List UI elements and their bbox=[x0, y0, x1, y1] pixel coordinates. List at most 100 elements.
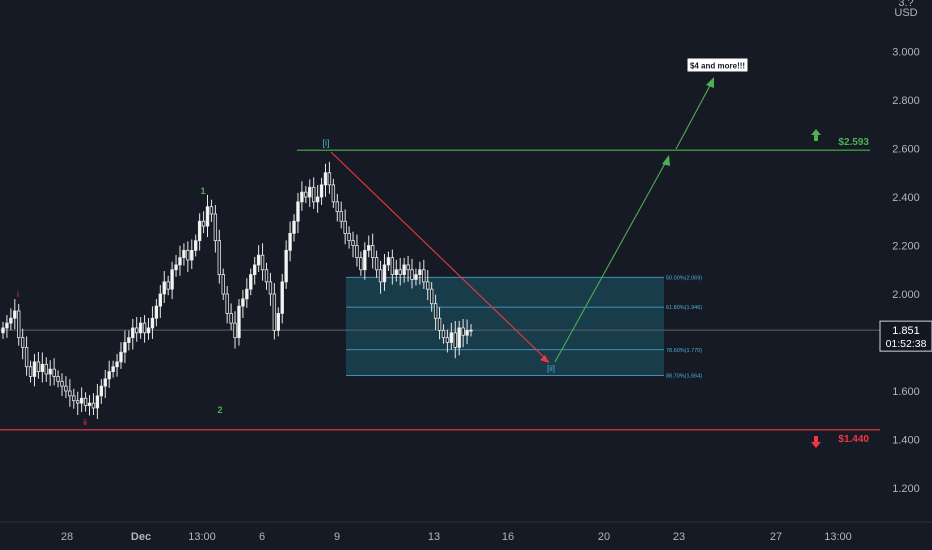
candle-body bbox=[186, 249, 190, 261]
candle-body bbox=[347, 232, 351, 242]
candle-body bbox=[288, 232, 292, 251]
time-tick-label: 27 bbox=[770, 531, 782, 543]
candle-body bbox=[111, 366, 115, 372]
candle-body bbox=[107, 371, 111, 380]
countdown-timer: 01:52:38 bbox=[886, 338, 927, 350]
candle-body bbox=[209, 206, 214, 215]
candle-body bbox=[52, 368, 56, 377]
candle-body bbox=[91, 402, 96, 409]
candle-body bbox=[99, 385, 104, 397]
candle-body bbox=[300, 191, 304, 203]
fib-retracement[interactable]: 50.00%(2.069) 61.80%(1.946) 78.60%(1.770) 8… bbox=[346, 275, 702, 379]
candle-body bbox=[284, 249, 288, 283]
candle-body bbox=[158, 293, 163, 307]
candle-body bbox=[245, 288, 249, 300]
candle-body bbox=[339, 211, 343, 222]
candle-body bbox=[213, 213, 218, 242]
arrow-down-icon bbox=[811, 436, 821, 448]
candle-body bbox=[343, 220, 347, 234]
down-arrow-head bbox=[540, 355, 549, 363]
down-projection-line[interactable] bbox=[330, 151, 550, 363]
candle-body bbox=[233, 322, 237, 339]
price-tick-label: 2.400 bbox=[892, 192, 920, 204]
price-axis-panel bbox=[880, 0, 932, 522]
candle-body bbox=[60, 380, 64, 387]
candle-body bbox=[123, 342, 127, 353]
candle-body bbox=[28, 366, 33, 377]
candle-body bbox=[418, 269, 422, 275]
candle-body bbox=[1, 327, 5, 334]
price-tick-label: 3.000 bbox=[892, 47, 920, 59]
candle-body bbox=[131, 327, 135, 339]
candle-body bbox=[76, 400, 80, 404]
candle-body bbox=[154, 305, 159, 319]
candle-body bbox=[241, 298, 245, 307]
candle-body bbox=[48, 368, 52, 375]
currency-label: USD bbox=[894, 7, 917, 19]
candle-body bbox=[166, 281, 170, 290]
price-tick-label: 2.200 bbox=[892, 241, 920, 253]
candle-body bbox=[142, 322, 147, 334]
wave-label-2: 2 bbox=[217, 405, 222, 415]
candle-body bbox=[414, 274, 418, 280]
candle-body bbox=[178, 257, 182, 266]
candle-body bbox=[197, 220, 202, 242]
candle-body bbox=[249, 274, 253, 290]
candle-body bbox=[382, 264, 387, 283]
candle-body bbox=[367, 245, 371, 251]
up-extension-line[interactable] bbox=[675, 79, 714, 150]
price-tick-label: 2.000 bbox=[892, 289, 920, 301]
candle-body bbox=[331, 184, 336, 203]
time-tick-label: 13:00 bbox=[188, 531, 216, 543]
candle-body bbox=[87, 402, 92, 406]
candle-body bbox=[426, 281, 430, 290]
up-arrow-head-1 bbox=[662, 155, 670, 166]
candle-body bbox=[170, 269, 174, 290]
candle-body bbox=[72, 395, 76, 402]
resistance-label: $2.593 bbox=[838, 137, 869, 148]
candle-body bbox=[162, 281, 166, 295]
time-tick-label: 28 bbox=[61, 531, 73, 543]
candle-body bbox=[268, 281, 273, 295]
candle-body bbox=[237, 305, 241, 339]
target-annotation[interactable]: $4 and more!!! bbox=[686, 57, 749, 73]
candle-body bbox=[205, 206, 210, 227]
candle-body bbox=[201, 220, 206, 227]
time-tick-label: 13 bbox=[428, 531, 440, 543]
candle-body bbox=[469, 329, 473, 332]
candle-body bbox=[127, 337, 131, 343]
candle-body bbox=[20, 337, 25, 348]
candle-body bbox=[68, 390, 72, 397]
candle-body bbox=[13, 310, 17, 319]
candle-body bbox=[363, 249, 367, 271]
candle-body bbox=[40, 363, 45, 373]
candle-body bbox=[194, 240, 198, 251]
up-projection-line[interactable] bbox=[554, 157, 669, 363]
candle-body bbox=[64, 385, 68, 392]
candle-body bbox=[138, 322, 143, 334]
candle-body bbox=[280, 281, 284, 314]
candle-body bbox=[276, 312, 280, 331]
candle-body bbox=[252, 264, 257, 275]
candle-body bbox=[24, 346, 29, 368]
candle-body bbox=[44, 363, 48, 375]
candle-body bbox=[264, 269, 269, 283]
fib-level-label: 78.60%(1.770) bbox=[666, 348, 702, 354]
candle-body bbox=[135, 327, 139, 334]
time-tick-label: Dec bbox=[131, 531, 151, 543]
candle-body bbox=[56, 376, 60, 382]
wave-label-big-ii: [ii] bbox=[547, 364, 555, 373]
candle-body bbox=[398, 269, 402, 275]
candle-body bbox=[453, 332, 457, 348]
wave-label-ii: ii bbox=[83, 418, 87, 427]
candle-body bbox=[150, 317, 155, 329]
candle-body bbox=[308, 186, 312, 198]
time-axis[interactable]: 28 Dec 13:00 6 9 13 16 20 23 27 13:00 bbox=[61, 531, 852, 543]
candle-body bbox=[359, 257, 363, 271]
wave-label-big-i: [i] bbox=[322, 138, 329, 148]
candle-body bbox=[422, 269, 426, 283]
price-tick-label: 2.600 bbox=[892, 144, 920, 156]
candle-body bbox=[229, 312, 233, 324]
price-axis[interactable]: 3.0002.8002.6002.4002.2002.0001.8001.600… bbox=[892, 47, 920, 496]
